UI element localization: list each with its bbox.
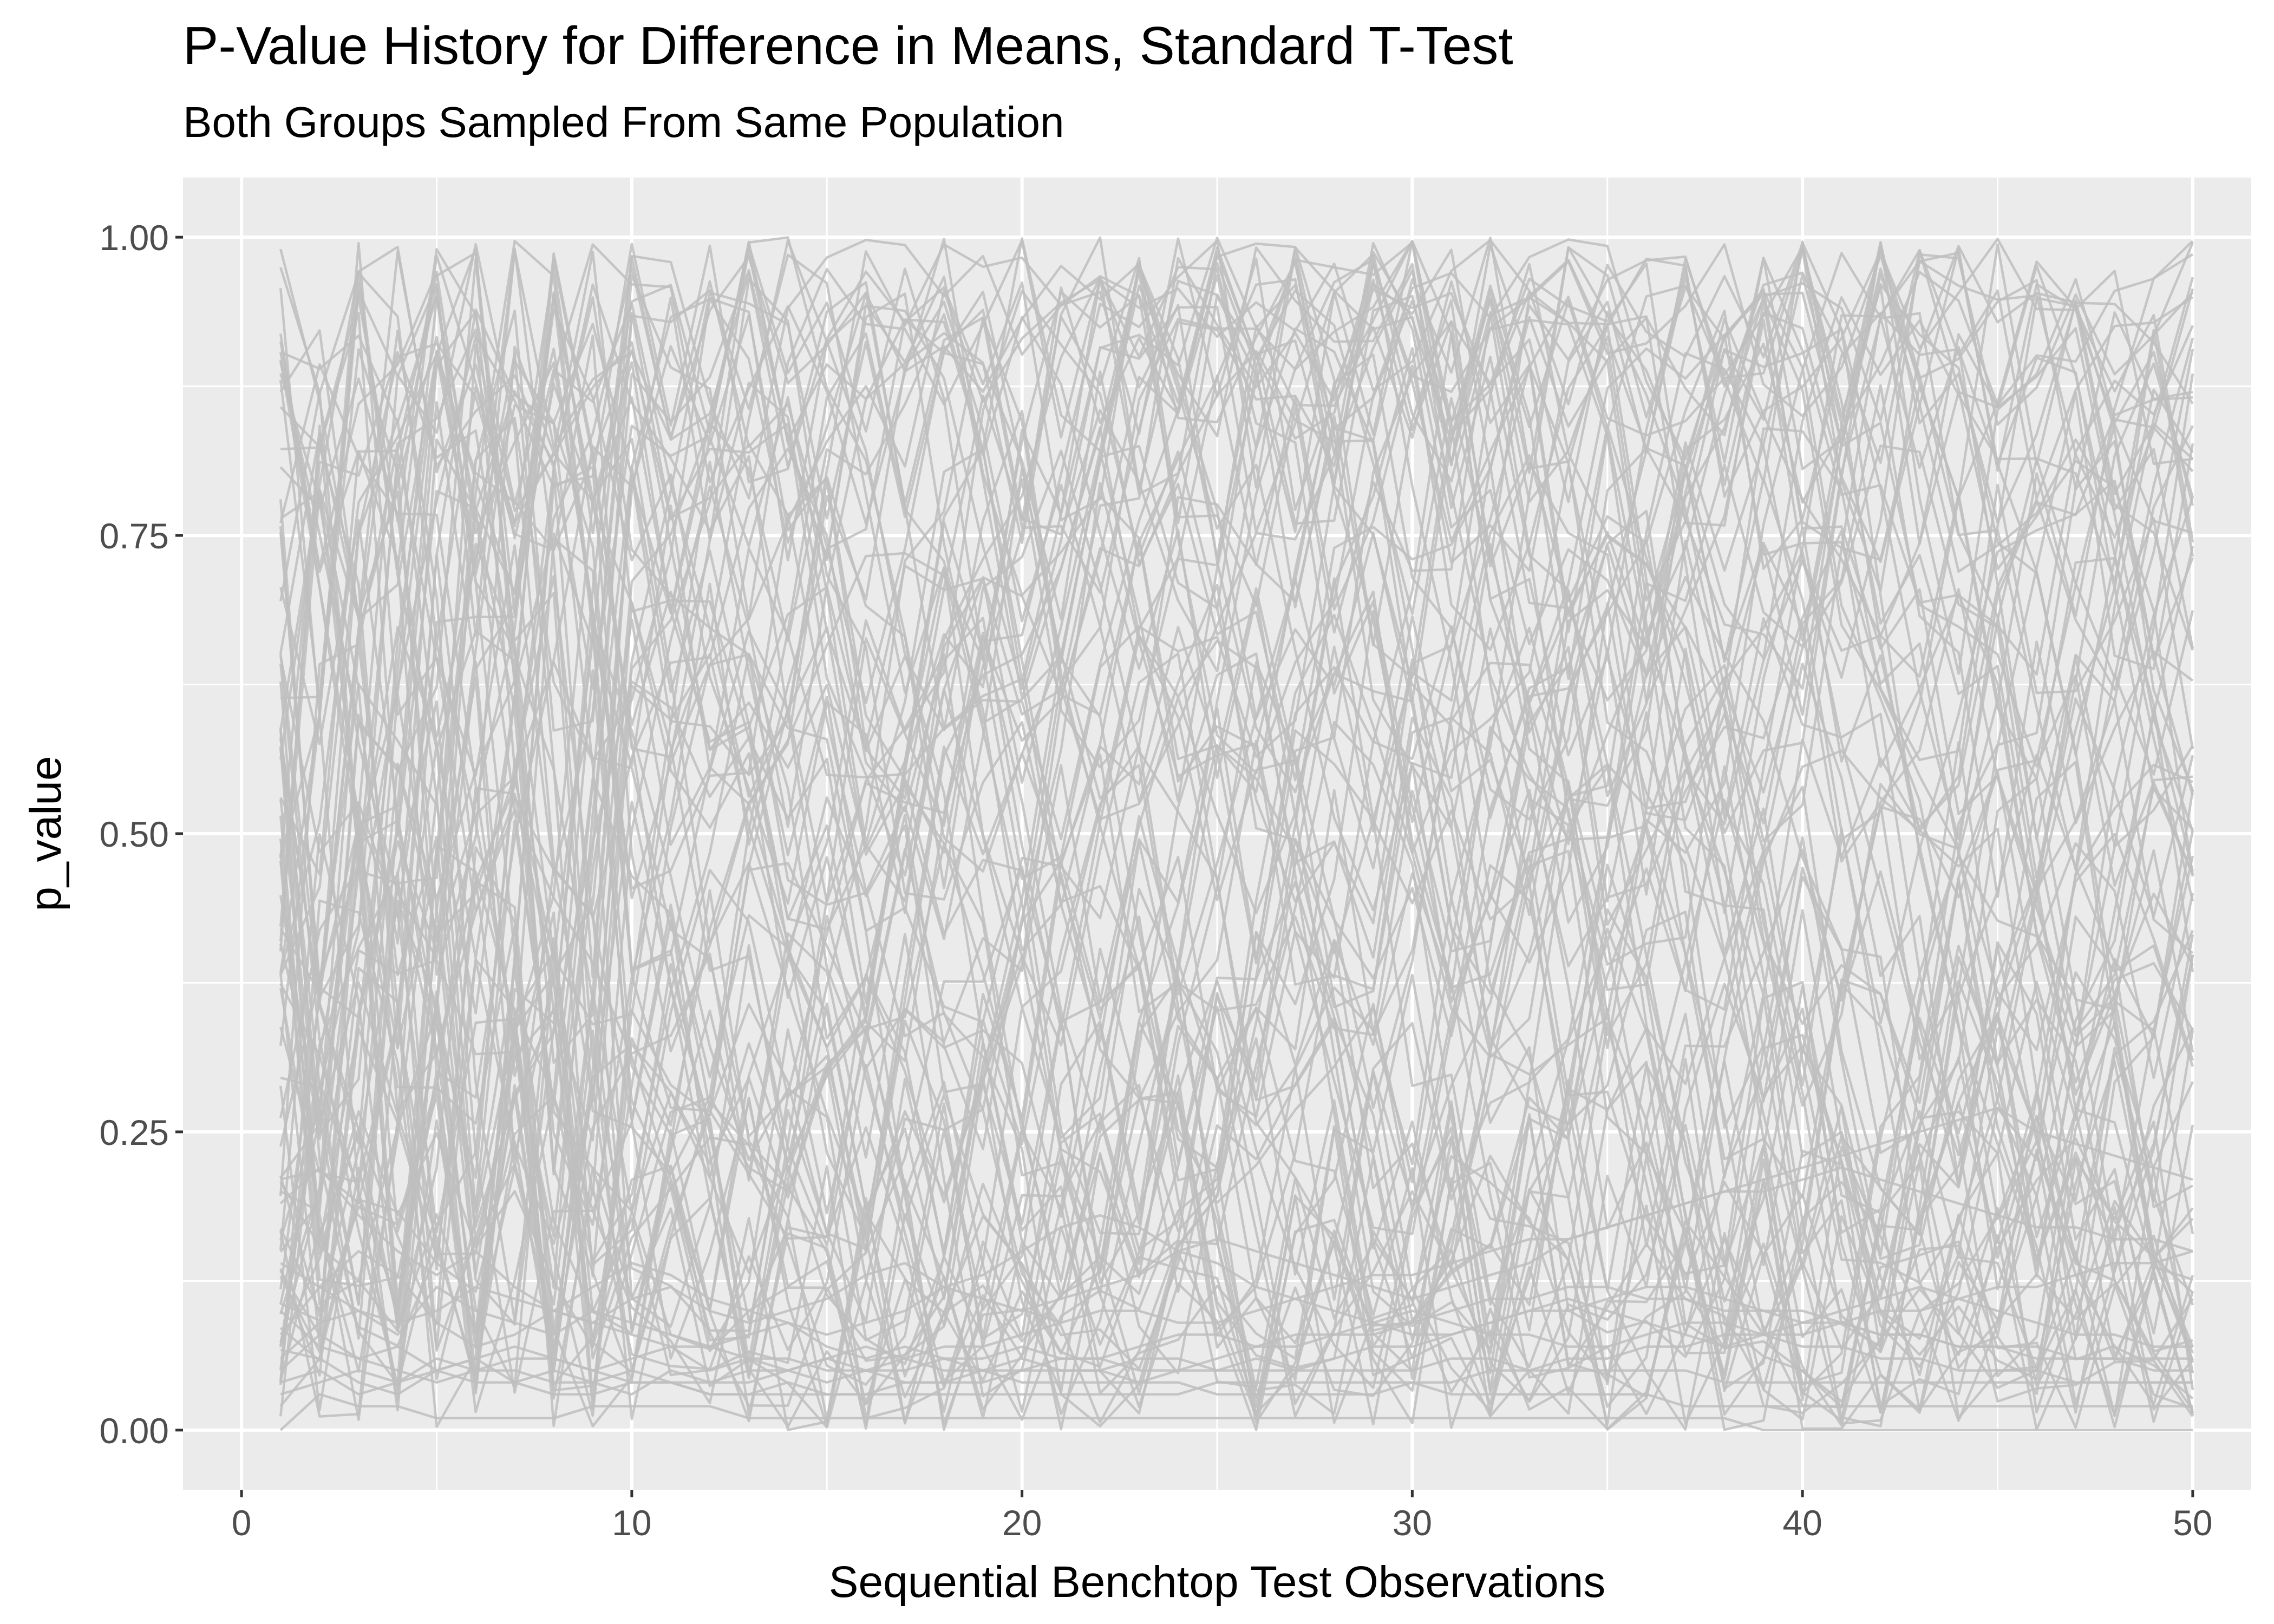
- series-line-57: [279, 243, 2194, 1429]
- series-line-95: [280, 311, 2194, 1431]
- x-axis-label: Sequential Benchtop Test Observations: [829, 1557, 1605, 1607]
- series-line-2: [280, 1369, 2193, 1407]
- series-line-87: [279, 290, 2194, 1413]
- series-line-92: [279, 243, 2194, 1343]
- x-tick-label: 20: [1002, 1503, 1042, 1543]
- series-line-91: [279, 252, 2194, 1429]
- axes: 0.00 0.25 0.50 0.75 1.00 0 10 20 30 40 50: [100, 218, 2213, 1543]
- series-line-73: [279, 839, 2194, 1418]
- series-line-96: [280, 247, 2194, 1416]
- series-line-83: [279, 241, 2194, 1418]
- series-line-15: [279, 241, 2194, 1430]
- series-line-82: [279, 241, 2194, 1225]
- x-tick-label: 10: [612, 1503, 651, 1543]
- y-tick-label: 0.00: [100, 1411, 169, 1451]
- series-line-99: [279, 248, 2194, 1358]
- chart-subtitle: Both Groups Sampled From Same Population: [183, 98, 1064, 146]
- series-line-94: [279, 239, 2194, 1426]
- series-line-67: [279, 296, 2194, 1420]
- series-line-13: [279, 241, 2193, 1332]
- series-line-97: [279, 623, 2194, 1415]
- y-tick-label: 1.00: [100, 218, 169, 258]
- y-axis-label: p_value: [21, 756, 70, 911]
- series-line-49: [279, 238, 2194, 1326]
- series-line-54: [279, 257, 2194, 1385]
- series-line-98: [279, 490, 2194, 1425]
- chart-title: P-Value History for Difference in Means,…: [183, 16, 1513, 75]
- series-line-81: [279, 349, 2194, 1289]
- series-line-77: [280, 251, 2194, 1407]
- series-line-48: [279, 613, 2194, 1425]
- series-line-75: [279, 319, 2194, 1427]
- series-line-100: [279, 248, 2193, 1410]
- y-tick-label: 0.25: [100, 1112, 169, 1152]
- series-line-88: [279, 238, 2194, 1415]
- series-line-53: [279, 248, 2194, 1431]
- series-line-74: [279, 250, 2194, 1204]
- series-line-79: [279, 258, 2193, 1394]
- series-line-93: [279, 290, 2194, 1412]
- y-tick-label: 0.75: [100, 516, 169, 556]
- x-tick-label: 40: [1782, 1503, 1822, 1543]
- series-line-80: [279, 496, 2194, 1428]
- series-line-68: [279, 329, 2194, 1429]
- series-lines: [279, 236, 2194, 1432]
- x-tick-label: 30: [1393, 1503, 1432, 1543]
- series-line-84: [279, 329, 2193, 1415]
- series-line-52: [279, 247, 2194, 1347]
- series-line-59: [280, 269, 2194, 1400]
- series-line-89: [279, 240, 2194, 1414]
- series-line-1: [279, 1393, 2193, 1432]
- series-line-9: [279, 1106, 2193, 1324]
- series-line-23: [279, 238, 2194, 1009]
- series-line-86: [279, 539, 2193, 1417]
- series-line-26: [279, 335, 2194, 1416]
- x-tick-label: 0: [232, 1503, 252, 1543]
- series-line-85: [279, 256, 2194, 1387]
- series-line-90: [279, 242, 2194, 1351]
- series-line-70: [279, 316, 2194, 1414]
- y-tick-label: 0.50: [100, 814, 169, 854]
- x-tick-label: 50: [2173, 1503, 2212, 1543]
